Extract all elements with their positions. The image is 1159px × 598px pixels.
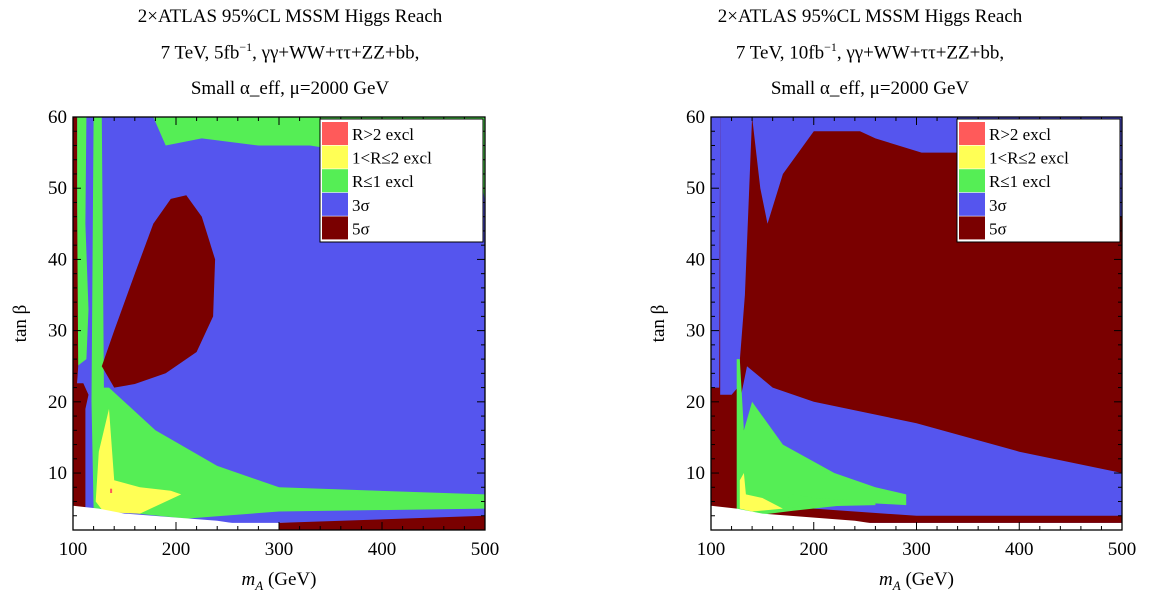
chart-panel-right: 2×ATLAS 95%CL MSSM Higgs Reach 7 TeV, 10…: [580, 0, 1159, 598]
x-tick-label: 200: [162, 539, 191, 560]
title-line2-sup: −1: [824, 40, 837, 54]
y-axis-label: tan β: [10, 305, 31, 343]
y-tick-label: 10: [686, 463, 705, 484]
legend-label: 5σ: [989, 219, 1007, 238]
legend-label: R>2 excl: [989, 125, 1051, 144]
y-tick-label: 40: [686, 249, 705, 270]
region-white: [711, 505, 917, 530]
title-line2-suffix: , γγ+WW+ττ+ZZ+bb,: [836, 42, 1005, 64]
region-sigma5: [101, 195, 216, 388]
y-axis-label: tan β: [648, 305, 669, 343]
region-r_le1: [736, 359, 907, 516]
x-tick-label: 200: [800, 539, 829, 560]
chart-title-line2: 7 TeV, 10fb−1, γγ+WW+ττ+ZZ+bb,: [580, 40, 1159, 64]
chart-title-line3: Small α_eff, μ=2000 GeV: [770, 78, 970, 99]
region-r_le1: [91, 117, 485, 519]
region-sigma5: [73, 117, 89, 509]
y-tick-label: 20: [48, 392, 67, 413]
chart-title-line3: Small α_eff, μ=2000 GeV: [190, 78, 390, 99]
region-r_1to2: [95, 408, 182, 514]
legend-swatch: [959, 216, 985, 240]
x-tick-label: 400: [1005, 539, 1034, 560]
legend-swatch: [322, 122, 348, 145]
y-tick-label: 30: [48, 321, 67, 342]
x-tick-label: 100: [697, 539, 726, 560]
region-r_le1: [782, 494, 876, 508]
region-white: [73, 505, 279, 530]
legend-label: 3σ: [352, 196, 370, 215]
legend: R>2 excl 1<R≤2 excl R≤1 excl 3σ 5σ: [956, 118, 1121, 243]
y-tick-label: 10: [48, 463, 67, 484]
legend-swatch: [959, 169, 985, 193]
y-tick-label: 50: [48, 178, 67, 199]
title-line2-prefix: 7 TeV, 10fb: [735, 42, 825, 64]
legend-label: R>2 excl: [352, 125, 414, 144]
chart-title-line1: 2×ATLAS 95%CL MSSM Higgs Reach: [717, 6, 1023, 27]
x-tick-label: 300: [265, 539, 294, 560]
x-axis-label: mA (GeV): [242, 569, 317, 593]
y-tick-label: 30: [686, 321, 705, 342]
legend-swatch: [959, 192, 985, 216]
title-line2-prefix: 7 TeV, 5fb: [160, 42, 240, 64]
y-tick-label: 60: [48, 107, 67, 128]
legend-swatch: [959, 145, 985, 169]
region-r_1to2: [739, 473, 783, 512]
legend-label: 1<R≤2 excl: [989, 149, 1069, 168]
legend-swatch: [322, 169, 348, 193]
y-tick-label: 40: [48, 249, 67, 270]
legend-swatch: [322, 216, 348, 240]
x-tick-label: 500: [1108, 539, 1137, 560]
y-tick-label: 50: [686, 178, 705, 199]
legend-label: R≤1 excl: [989, 172, 1051, 191]
title-line2-sup: −1: [239, 40, 253, 54]
x-axis-label: mA (GeV): [879, 569, 954, 593]
legend-label: R≤1 excl: [352, 172, 414, 191]
legend-swatch: [959, 122, 985, 145]
title-line2-suffix: , γγ+WW+ττ+ZZ+bb,: [252, 42, 420, 64]
chart-title-line1: 2×ATLAS 95%CL MSSM Higgs Reach: [137, 6, 443, 27]
x-tick-label: 500: [471, 539, 500, 560]
x-tick-label: 300: [902, 539, 931, 560]
legend-swatch: [322, 145, 348, 169]
chart-svg-right: 100 200 300 400 500 10 20 30 40 50 60 mA (GeV) tan β…: [648, 107, 1137, 593]
x-tick-label: 100: [59, 539, 88, 560]
x-tick-label: 400: [368, 539, 397, 560]
legend-label: 3σ: [989, 196, 1007, 215]
y-tick-label: 60: [686, 107, 705, 128]
legend-label: 5σ: [352, 219, 370, 238]
region-r_gt2: [110, 488, 113, 493]
chart-title-line2: 7 TeV, 5fb−1, γγ+WW+ττ+ZZ+bb,: [0, 40, 580, 64]
region-sigma3: [720, 117, 753, 395]
legend-swatch: [322, 192, 348, 216]
chart-panel-left: 2×ATLAS 95%CL MSSM Higgs Reach 7 TeV, 5f…: [0, 6, 580, 593]
legend: R>2 excl 1<R≤2 excl R≤1 excl 3σ 5σ: [319, 118, 484, 243]
chart-svg-left: 100 200 300 400 500 10 20 30 40 50 60 mA (GeV) tan β…: [10, 107, 500, 593]
legend-label: 1<R≤2 excl: [352, 149, 432, 168]
y-tick-label: 20: [686, 392, 705, 413]
region-r_le1: [77, 117, 89, 367]
